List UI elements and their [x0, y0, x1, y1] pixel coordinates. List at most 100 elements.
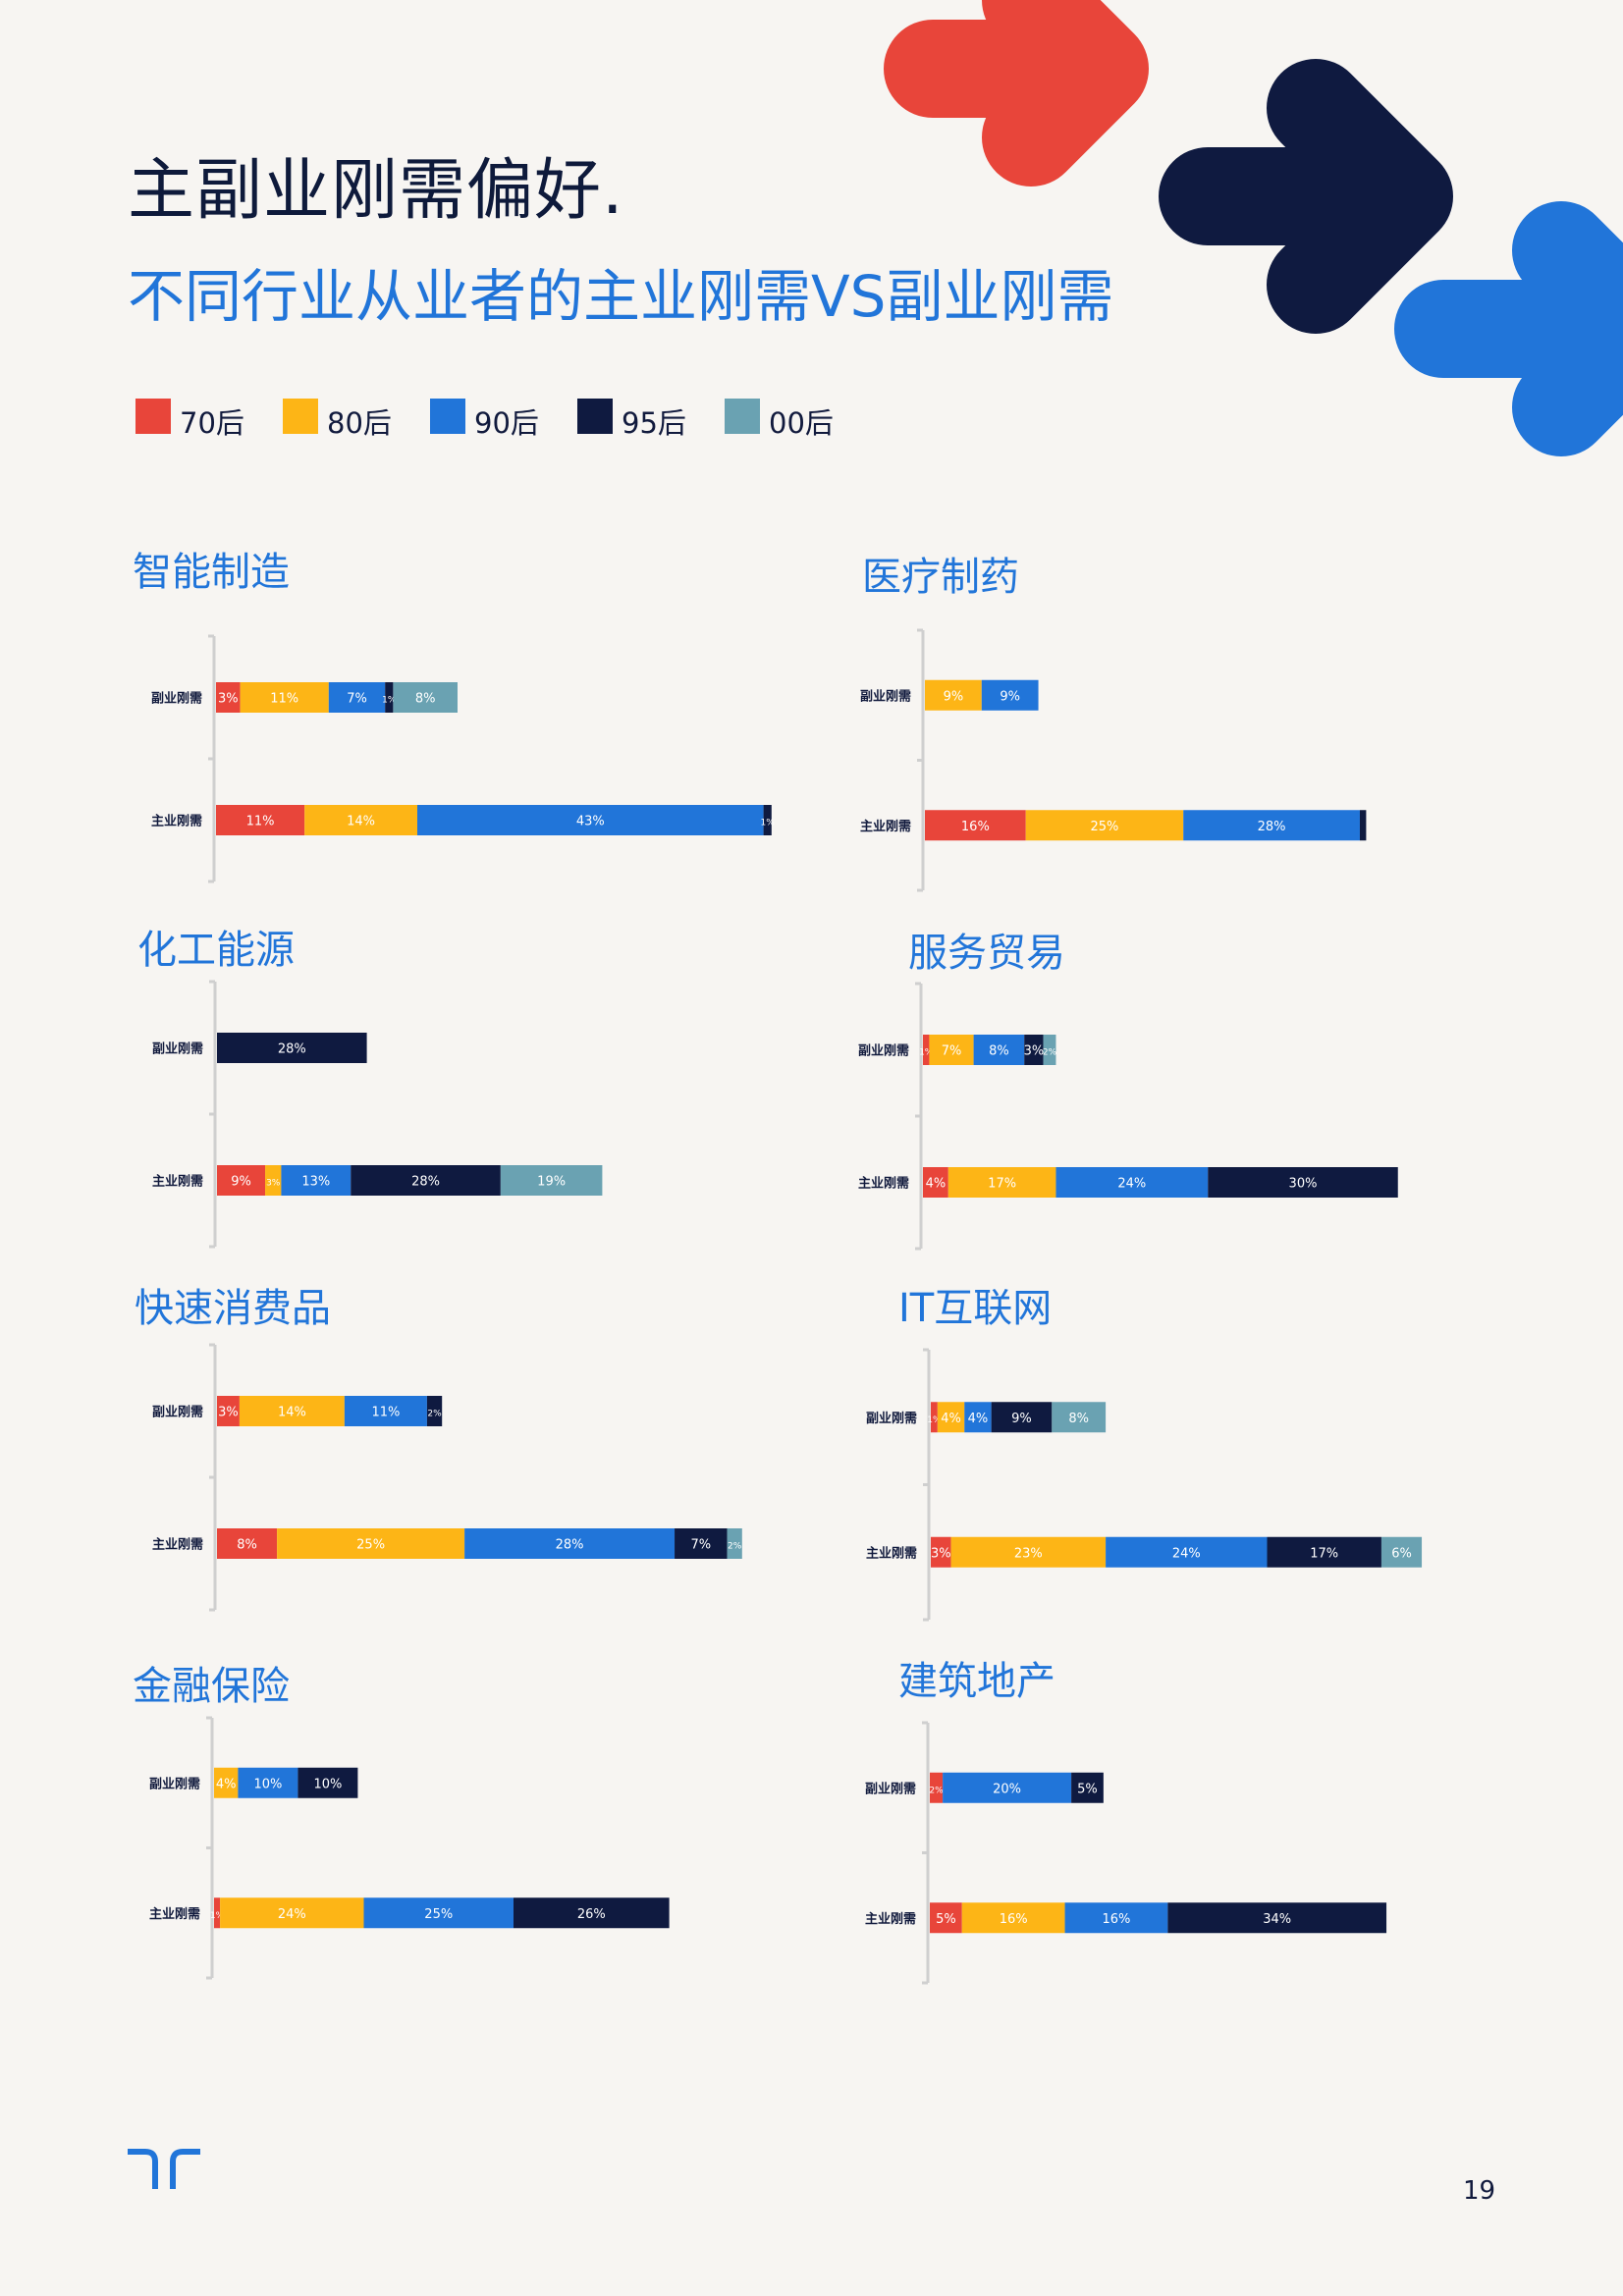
- legend-swatch: [135, 399, 171, 434]
- bar-segment: [216, 682, 241, 713]
- bar-segment: [217, 1165, 266, 1196]
- bar-segment: [981, 679, 1039, 711]
- category-label: 副业刚需: [152, 1041, 203, 1057]
- data-label: 20%: [993, 1782, 1021, 1796]
- bar-segment: [214, 1767, 239, 1798]
- category-label: 副业刚需: [860, 688, 911, 704]
- bar-segment: [923, 1167, 948, 1198]
- data-label: 30%: [1289, 1177, 1318, 1192]
- legend-swatch: [283, 399, 318, 434]
- bar-segment: [217, 1396, 240, 1426]
- data-label: 2%: [427, 1410, 442, 1419]
- bar-segment: [727, 1528, 742, 1559]
- data-label: 1%: [919, 1048, 934, 1058]
- legend-swatch: [725, 399, 760, 434]
- chart-title: 快速消费品: [135, 1286, 331, 1331]
- bar-segment: [351, 1165, 501, 1196]
- category-label: 副业刚需: [858, 1043, 909, 1059]
- bar-segment: [514, 1897, 670, 1929]
- bar-segment: [937, 1402, 965, 1433]
- page-title: 主副业刚需偏好.: [128, 152, 624, 230]
- data-label: 28%: [278, 1042, 306, 1057]
- bar-segment: [930, 1902, 962, 1934]
- category-label: 主业刚需: [152, 1174, 203, 1190]
- data-label: 2%: [1043, 1048, 1057, 1058]
- chart-title: 智能制造: [133, 550, 290, 595]
- data-label: 1%: [210, 1911, 225, 1921]
- data-label: 17%: [1310, 1546, 1338, 1561]
- data-label: 28%: [556, 1538, 584, 1553]
- bar-segment: [1052, 1402, 1107, 1433]
- category-label: 主业刚需: [866, 1545, 917, 1561]
- bar-segment: [304, 805, 417, 835]
- bar-segment: [344, 1396, 427, 1426]
- bar-segment: [925, 810, 1026, 841]
- bar-segment: [265, 1165, 282, 1196]
- data-label: 17%: [988, 1177, 1016, 1192]
- data-label: 8%: [415, 692, 436, 707]
- data-label: 16%: [1102, 1912, 1130, 1927]
- bar-segment: [217, 1033, 367, 1063]
- bar-segment: [931, 1536, 951, 1568]
- bar-segment: [923, 1035, 930, 1065]
- blue-arrow-icon: [1394, 201, 1623, 456]
- stacked-bar-chart: 副业刚需 4% 10% 10% 主业刚需 1% 24% 25% 26%: [149, 1716, 670, 1980]
- brand-logo-icon: [128, 2149, 200, 2189]
- category-label: 主业刚需: [858, 1176, 909, 1192]
- data-label: 7%: [690, 1538, 711, 1553]
- page-subtitle: 不同行业从业者的主业刚需VS副业刚需: [128, 263, 1114, 330]
- stacked-bar-chart: 副业刚需 1% 7% 8% 3%2% 主业刚需 4% 17% 24% 30%: [858, 982, 1398, 1251]
- data-label: 13%: [301, 1175, 330, 1190]
- data-label: 4%: [926, 1177, 947, 1192]
- data-label: 4%: [968, 1412, 989, 1426]
- stacked-bar-chart: 副业刚需 1% 4% 4% 9% 8%主业刚需 3% 23% 24% 17% 6%: [866, 1348, 1423, 1622]
- data-label: 28%: [411, 1175, 440, 1190]
- data-label: 23%: [1014, 1546, 1043, 1561]
- data-label: 19%: [537, 1175, 566, 1190]
- bar-segment: [930, 1772, 944, 1803]
- data-label: 25%: [356, 1538, 385, 1553]
- bar-segment: [1106, 1536, 1268, 1568]
- legend-label: 80后: [327, 406, 392, 440]
- bar-segment: [240, 682, 329, 713]
- bar-segment: [1267, 1536, 1381, 1568]
- bar-segment: [328, 682, 386, 713]
- data-label: 7%: [942, 1044, 962, 1059]
- chart-title: 服务贸易: [908, 931, 1065, 976]
- data-label: 25%: [424, 1907, 453, 1922]
- data-label: 6%: [1391, 1546, 1412, 1561]
- stacked-bar-chart: 副业刚需 28% 主业刚需 9% 3% 13% 28% 19%: [152, 980, 603, 1249]
- bar-segment: [1183, 810, 1360, 841]
- data-label: 1%: [761, 819, 776, 828]
- data-label: 28%: [1258, 820, 1286, 834]
- bar-segment: [1359, 810, 1367, 841]
- data-label: 3%: [266, 1179, 281, 1189]
- bar-segment: [298, 1767, 358, 1798]
- data-label: 10%: [313, 1777, 342, 1791]
- data-label: 11%: [246, 815, 275, 829]
- bar-segment: [947, 1167, 1056, 1198]
- data-label: 24%: [1172, 1546, 1201, 1561]
- chart-title: 化工能源: [137, 928, 295, 973]
- legend-swatch: [430, 399, 465, 434]
- category-label: 主业刚需: [152, 1537, 203, 1553]
- stacked-bar-chart: 副业刚需 3% 11% 7% 1% 8% 主业刚需 11% 14% 43% 1%: [151, 634, 775, 883]
- data-label: 9%: [1011, 1412, 1032, 1426]
- bar-segment: [943, 1772, 1072, 1803]
- category-label: 主业刚需: [860, 819, 911, 834]
- data-label: 10%: [253, 1777, 282, 1791]
- bar-segment: [1025, 810, 1184, 841]
- bar-segment: [964, 1402, 992, 1433]
- bar-segment: [217, 1528, 278, 1559]
- data-label: 8%: [1068, 1412, 1089, 1426]
- data-label: 4%: [216, 1777, 237, 1791]
- category-label: 副业刚需: [865, 1781, 916, 1796]
- bar-segment: [464, 1528, 676, 1559]
- data-label: 16%: [1000, 1912, 1028, 1927]
- bar-segment: [277, 1528, 465, 1559]
- data-label: 3%: [1024, 1044, 1045, 1059]
- bar-segment: [991, 1402, 1053, 1433]
- category-label: 副业刚需: [866, 1411, 917, 1426]
- data-label: 7%: [347, 692, 367, 707]
